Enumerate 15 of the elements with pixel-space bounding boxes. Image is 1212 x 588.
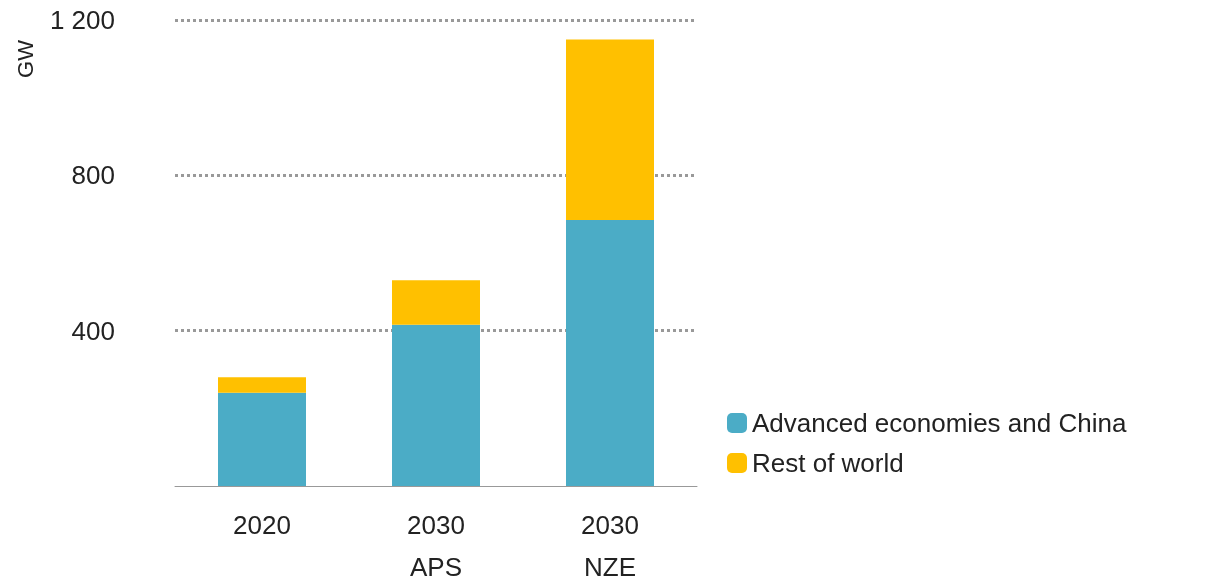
bar — [566, 219, 654, 486]
y-tick-label: 800 — [71, 160, 115, 191]
bar — [218, 392, 306, 486]
legend-label: Rest of world — [752, 448, 904, 478]
legend-label: Advanced economies and China — [752, 408, 1127, 438]
bar — [218, 377, 306, 393]
bar — [392, 324, 480, 486]
bar — [392, 280, 480, 325]
y-tick-label: 400 — [71, 315, 115, 346]
x-tick-label: 2030 APS — [407, 510, 465, 582]
y-tick-label: 1 200 — [49, 5, 115, 35]
x-tick-label: 2030 NZE — [581, 510, 639, 582]
y-axis-title: GW — [12, 39, 38, 78]
bar — [566, 39, 654, 220]
x-tick-label: 2020 — [233, 510, 291, 540]
